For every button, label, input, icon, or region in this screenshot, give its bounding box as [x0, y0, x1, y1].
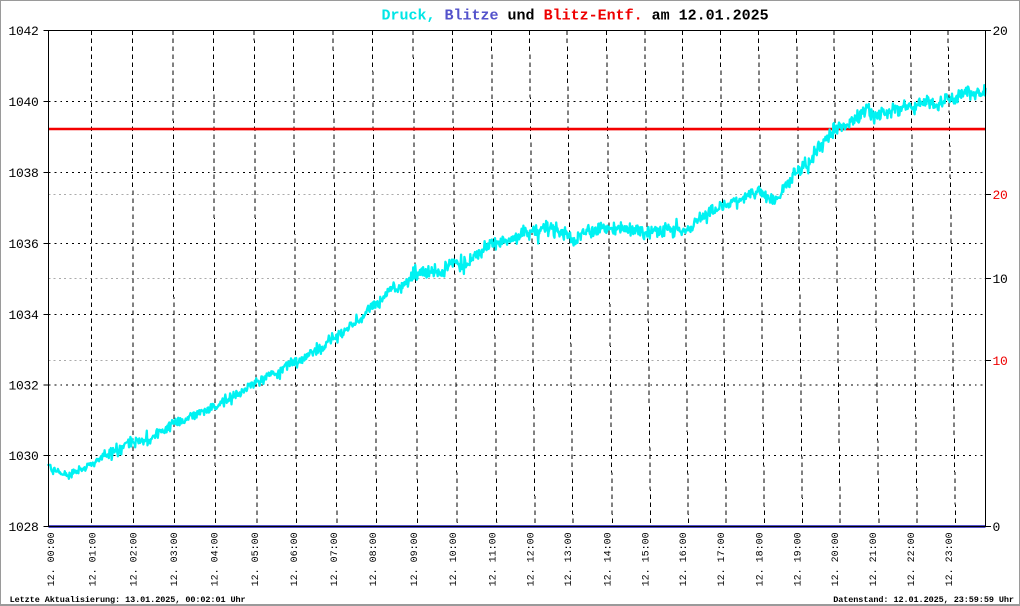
- svg-text:12. 11:00: 12. 11:00: [488, 532, 499, 586]
- svg-text:12. 10:00: 12. 10:00: [449, 532, 460, 586]
- svg-text:Datenstand: 12.01.2025, 23:59:: Datenstand: 12.01.2025, 23:59:59 Uhr: [833, 595, 1014, 605]
- svg-text:12. 19:00: 12. 19:00: [793, 532, 804, 586]
- svg-text:12. 23:00: 12. 23:00: [945, 532, 956, 586]
- svg-text:1042: 1042: [8, 24, 38, 39]
- svg-text:1030: 1030: [8, 449, 38, 464]
- svg-text:1036: 1036: [8, 237, 38, 252]
- svg-text:12. 22:00: 12. 22:00: [907, 532, 918, 586]
- svg-text:10: 10: [993, 272, 1008, 287]
- svg-text:20: 20: [993, 24, 1008, 39]
- svg-text:12. 05:00: 12. 05:00: [251, 532, 262, 586]
- svg-text:12. 01:00: 12. 01:00: [88, 532, 99, 586]
- svg-text:Letzte Aktualisierung: 13.01.2: Letzte Aktualisierung: 13.01.2025, 00:02…: [10, 595, 246, 605]
- svg-text:12. 09:00: 12. 09:00: [410, 532, 421, 586]
- svg-text:12. 20:00: 12. 20:00: [831, 532, 842, 586]
- svg-text:10: 10: [993, 354, 1008, 369]
- svg-text:12. 16:00: 12. 16:00: [679, 532, 690, 586]
- svg-text:1038: 1038: [8, 166, 38, 181]
- svg-text:1040: 1040: [8, 95, 38, 110]
- svg-text:0: 0: [993, 520, 1001, 535]
- svg-text:12. 13:00: 12. 13:00: [564, 532, 575, 586]
- svg-text:Druck, Blitze und Blitz-Entf.: Druck, Blitze und Blitz-Entf. am 12.01.2…: [382, 7, 769, 24]
- svg-text:12. 04:00: 12. 04:00: [210, 532, 221, 586]
- svg-text:20: 20: [993, 188, 1008, 203]
- svg-text:1032: 1032: [8, 379, 38, 394]
- svg-text:12. 15:00: 12. 15:00: [642, 532, 653, 586]
- svg-text:12. 08:00: 12. 08:00: [369, 532, 380, 586]
- svg-text:12. 03:00: 12. 03:00: [170, 532, 181, 586]
- svg-text:12. 17:00: 12. 17:00: [717, 532, 728, 586]
- svg-text:12. 06:00: 12. 06:00: [290, 532, 301, 586]
- svg-text:1028: 1028: [8, 520, 38, 535]
- svg-text:12. 12:00: 12. 12:00: [526, 532, 537, 586]
- svg-text:12. 18:00: 12. 18:00: [755, 532, 766, 586]
- svg-text:12. 07:00: 12. 07:00: [330, 532, 341, 586]
- svg-text:12. 14:00: 12. 14:00: [603, 532, 614, 586]
- svg-text:12. 00:00: 12. 00:00: [47, 532, 58, 586]
- svg-text:1034: 1034: [8, 308, 39, 323]
- svg-text:12. 02:00: 12. 02:00: [129, 532, 140, 586]
- svg-text:12. 21:00: 12. 21:00: [869, 532, 880, 586]
